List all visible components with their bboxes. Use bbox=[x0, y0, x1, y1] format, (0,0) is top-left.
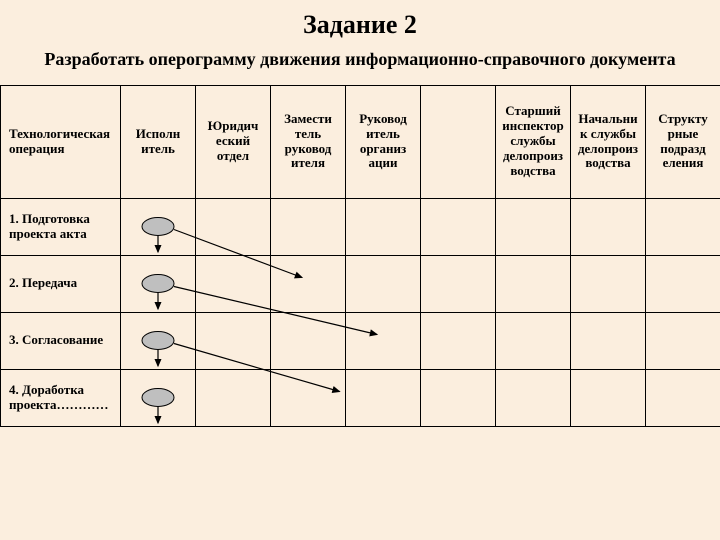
col-header-6: Старший инспектор службы делопроиз водст… bbox=[496, 85, 571, 198]
table-row: 3. Согласование bbox=[1, 312, 720, 369]
page-subtitle: Разработать оперограмму движения информа… bbox=[40, 48, 680, 71]
col-header-3: Замести тель руковод ителя bbox=[271, 85, 346, 198]
opergram-table-wrap: Технологическая операция Исполн итель Юр… bbox=[0, 85, 720, 427]
page-title: Задание 2 bbox=[0, 10, 720, 40]
col-header-7: Начальни к службы делопроиз водства bbox=[571, 85, 646, 198]
row-label-0: 1. Подготовка проекта акта bbox=[1, 198, 121, 255]
header-row: Технологическая операция Исполн итель Юр… bbox=[1, 85, 720, 198]
row-label-1: 2. Передача bbox=[1, 255, 121, 312]
col-header-8: Структу рные подразд еления bbox=[646, 85, 720, 198]
col-header-0: Технологическая операция bbox=[1, 85, 121, 198]
table-row: 4. Доработка проекта………… bbox=[1, 369, 720, 426]
col-header-2: Юридич еский отдел bbox=[196, 85, 271, 198]
col-header-4: Руковод итель организ ации bbox=[346, 85, 421, 198]
row-label-3: 4. Доработка проекта………… bbox=[1, 369, 121, 426]
row-label-2: 3. Согласование bbox=[1, 312, 121, 369]
col-header-5 bbox=[421, 85, 496, 198]
opergram-table: Технологическая операция Исполн итель Юр… bbox=[0, 85, 720, 427]
table-row: 2. Передача bbox=[1, 255, 720, 312]
col-header-1: Исполн итель bbox=[121, 85, 196, 198]
table-row: 1. Подготовка проекта акта bbox=[1, 198, 720, 255]
